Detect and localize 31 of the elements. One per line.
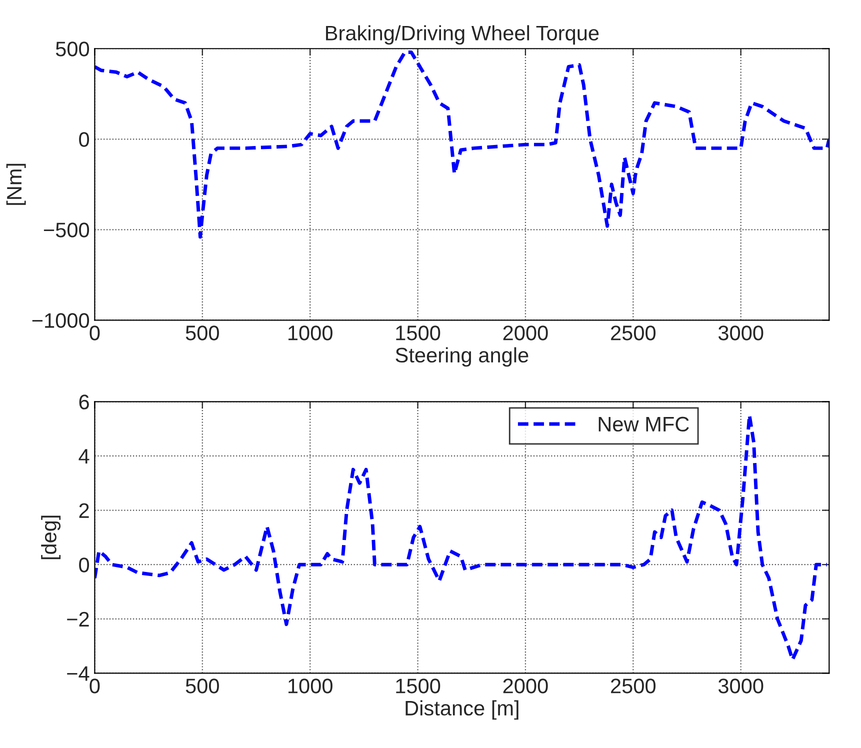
y-tick-label: 4 [78, 449, 90, 464]
x-tick-label: 0 [90, 326, 100, 340]
x-tick-label: 1000 [288, 678, 332, 694]
y-tick-label: −2 [67, 612, 89, 626]
x-tick-label: 2500 [611, 326, 656, 340]
y-tick-label: 6 [79, 394, 89, 410]
x-tick-label: 2000 [503, 326, 548, 340]
y-tick-label: 2 [79, 503, 89, 518]
y-axis-title: [Nm] [6, 164, 26, 205]
y-tick-label: −500 [44, 222, 90, 238]
x-tick-label: 2500 [611, 678, 656, 694]
x-tick-label: 0 [90, 678, 100, 694]
x-tick-label: 2000 [503, 678, 548, 694]
y-tick-label: −1000 [32, 313, 90, 328]
x-tick-label: 500 [186, 678, 219, 694]
legend-label: New MFC [598, 416, 689, 432]
x-tick-label: 1500 [396, 326, 440, 340]
line-series [94, 413, 829, 662]
chart-title: Braking/Driving Wheel Torque [326, 25, 599, 45]
x-axis-title: Distance [m] [406, 700, 518, 720]
y-tick-label: 500 [56, 42, 90, 56]
x-axis-title: Steering angle [396, 347, 528, 367]
x-tick-label: 3000 [718, 326, 764, 340]
y-tick-label: 0 [79, 558, 90, 572]
x-tick-label: 3000 [718, 678, 764, 694]
x-tick-label: 1500 [396, 678, 440, 694]
y-tick-label: 0 [79, 132, 90, 147]
x-tick-label: 1000 [288, 326, 332, 340]
y-tick-label: −4 [67, 666, 90, 681]
y-axis-title: [deg] [41, 516, 61, 560]
x-tick-label: 500 [186, 326, 219, 340]
